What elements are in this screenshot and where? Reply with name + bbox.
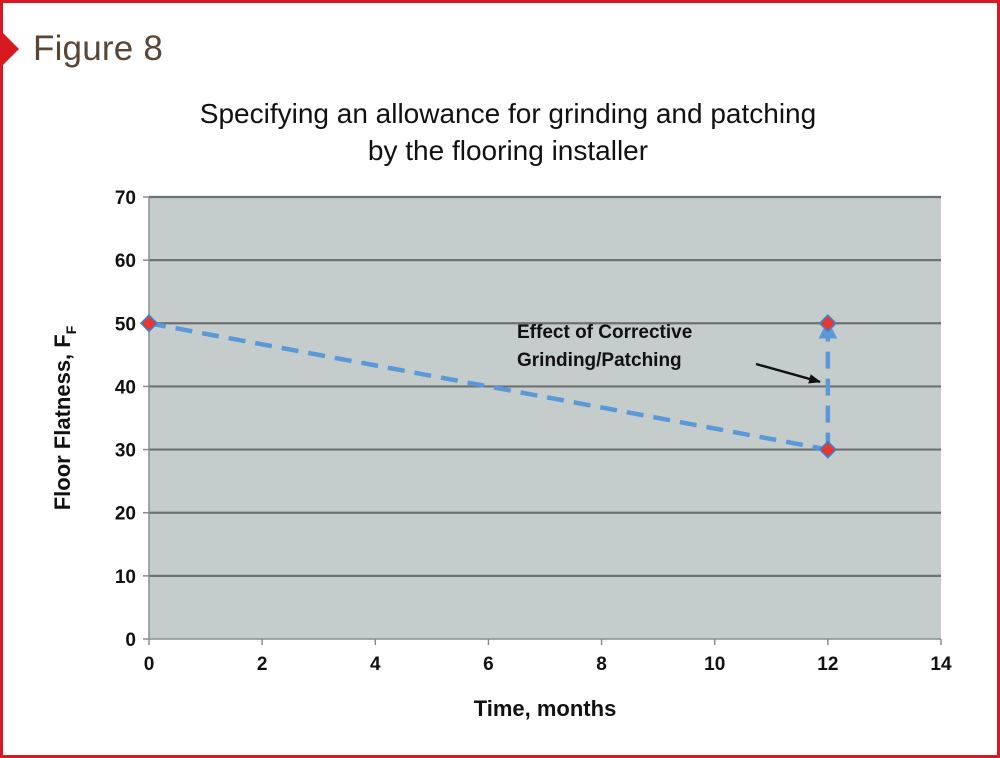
y-tick-label-0: 0 — [125, 630, 136, 651]
annotation-0-arrow — [755, 362, 822, 384]
data-point-2 — [818, 314, 837, 333]
chart-title-line-1: Specifying an allowance for grinding and… — [199, 98, 817, 129]
x-tick-label-8: 8 — [596, 654, 607, 675]
x-tick-label-14: 14 — [930, 654, 952, 675]
red-tab-marker — [3, 33, 19, 65]
x-tick-label-4: 4 — [370, 654, 381, 675]
x-axis-title: Time, months — [474, 696, 617, 721]
y-tick-label-50: 50 — [115, 314, 136, 335]
annotation-0-line-0: Effect of Corrective — [517, 322, 692, 343]
figure-label: Figure 8 — [33, 29, 163, 68]
y-tick-label-10: 10 — [115, 567, 136, 588]
x-tick-label-0: 0 — [144, 654, 155, 675]
y-tick-label-70: 70 — [115, 188, 136, 209]
y-tick-label-40: 40 — [115, 377, 136, 398]
series-0-segment-0 — [148, 321, 829, 452]
y-axis-title: Floor Flatness, FF — [50, 325, 79, 510]
y-tick-label-60: 60 — [115, 251, 136, 272]
y-tick-label-20: 20 — [115, 504, 136, 525]
data-point-1 — [818, 440, 837, 459]
annotation-0-line-1: Grinding/Patching — [517, 350, 682, 371]
plot-area — [149, 197, 941, 639]
x-tick-label-6: 6 — [483, 654, 494, 675]
chart-title-line-2: by the flooring installer — [367, 135, 649, 166]
x-tick-label-2: 2 — [257, 654, 268, 675]
x-tick-label-10: 10 — [704, 654, 725, 675]
x-tick-label-12: 12 — [817, 654, 838, 675]
y-tick-label-30: 30 — [115, 441, 136, 462]
y-axis-title-subscript: F — [63, 325, 79, 334]
chart-title: Specifying an allowance for grinding and… — [3, 95, 1000, 169]
data-point-0 — [139, 314, 159, 333]
